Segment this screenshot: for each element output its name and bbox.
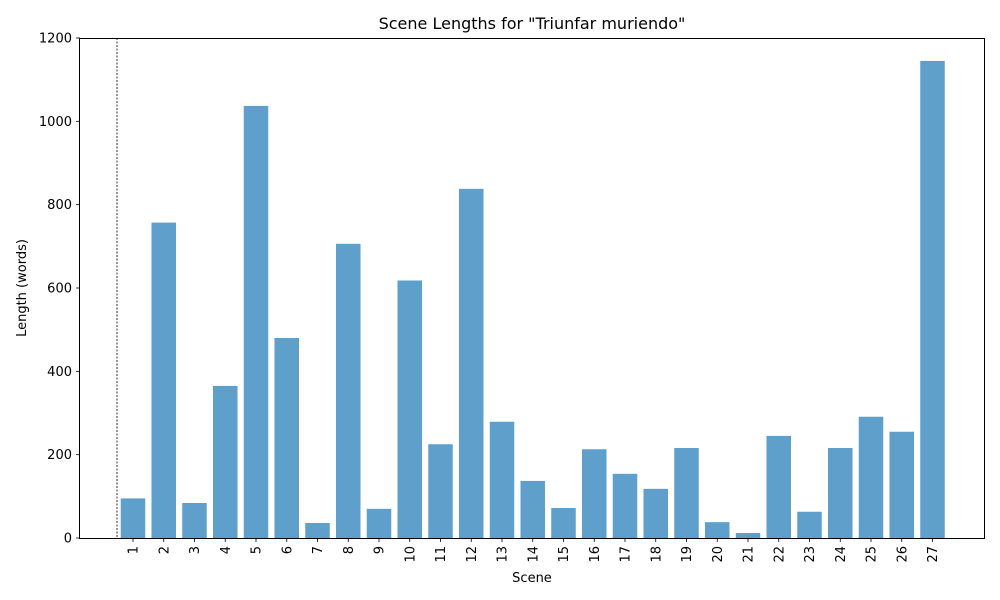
x-tick-label: 9 <box>373 546 388 554</box>
y-tick-label: 400 <box>47 365 72 380</box>
x-tick-label: 3 <box>188 546 203 554</box>
bar-scene-3 <box>182 503 207 538</box>
x-tick-label: 24 <box>834 546 849 563</box>
y-tick-label: 1000 <box>39 115 72 130</box>
bar-scene-21 <box>735 533 761 538</box>
y-axis-label: Length (words) <box>15 239 30 337</box>
x-tick-label: 27 <box>926 546 941 563</box>
x-tick-label: 25 <box>865 546 880 563</box>
bar-scene-4 <box>213 385 238 538</box>
x-tick-label: 26 <box>895 546 910 563</box>
bar-scene-18 <box>643 488 668 538</box>
bar-scene-25 <box>858 416 884 538</box>
x-tick-label: 10 <box>403 546 418 563</box>
x-tick-label: 15 <box>557 546 572 563</box>
x-axis: 1 2 3 4 5 6 7 8 9 10 11 12 13 14 15 16 17 18 19 20 21 22 23 24 2… <box>127 538 941 563</box>
x-tick-label: 16 <box>588 546 603 563</box>
bar-scene-27 <box>920 60 945 539</box>
x-tick-label: 19 <box>680 546 695 563</box>
bar-scene-22 <box>766 435 791 538</box>
bar-scene-26 <box>889 431 914 538</box>
bar-scene-8 <box>336 243 361 539</box>
x-axis-label: Scene <box>512 571 552 586</box>
bar-scene-20 <box>705 522 730 538</box>
bar-scene-1 <box>120 498 146 538</box>
bar-scene-24 <box>828 448 853 538</box>
y-tick-label: 800 <box>47 198 72 213</box>
x-tick-label: 1 <box>127 546 142 554</box>
bar-scene-5 <box>243 105 269 539</box>
bar-scene-19 <box>674 448 699 538</box>
x-tick-label: 17 <box>619 546 634 563</box>
bar-scene-13 <box>489 421 515 538</box>
x-tick-label: 5 <box>250 546 265 554</box>
bar-scene-12 <box>459 188 484 539</box>
bar-scene-6 <box>274 338 299 538</box>
x-tick-label: 18 <box>649 546 664 563</box>
x-tick-label: 23 <box>803 546 818 563</box>
y-tick-label: 200 <box>47 448 72 463</box>
x-tick-label: 2 <box>157 546 172 554</box>
bar-scene-23 <box>797 511 822 538</box>
x-tick-label: 8 <box>342 546 357 554</box>
bar-scene-16 <box>582 449 607 538</box>
x-tick-label: 6 <box>280 546 295 554</box>
x-tick-label: 21 <box>742 546 757 563</box>
bar-scene-2 <box>151 222 176 539</box>
bar-scene-7 <box>305 523 330 538</box>
x-tick-label: 20 <box>711 546 726 563</box>
bar-scene-15 <box>551 508 576 538</box>
chart-title: Scene Lengths for "Triunfar muriendo" <box>379 14 686 33</box>
x-tick-label: 7 <box>311 546 326 554</box>
bar-scene-10 <box>397 280 422 538</box>
x-tick-label: 11 <box>434 546 449 563</box>
y-tick-label: 0 <box>64 532 72 547</box>
bar-scene-9 <box>366 508 392 538</box>
y-tick-label: 1200 <box>39 32 72 47</box>
x-tick-label: 14 <box>526 546 541 563</box>
x-tick-label: 13 <box>496 546 511 563</box>
bar-scene-11 <box>428 444 453 538</box>
x-tick-label: 22 <box>772 546 787 563</box>
bar-scene-14 <box>520 480 545 538</box>
x-tick-label: 12 <box>465 546 480 563</box>
bars-group <box>120 60 945 539</box>
bar-scene-17 <box>612 473 638 538</box>
x-tick-label: 4 <box>219 546 234 554</box>
y-tick-label: 600 <box>47 282 72 297</box>
plot-frame <box>79 38 985 539</box>
y-axis: 0 200 400 600 800 1000 1200 <box>39 32 80 547</box>
